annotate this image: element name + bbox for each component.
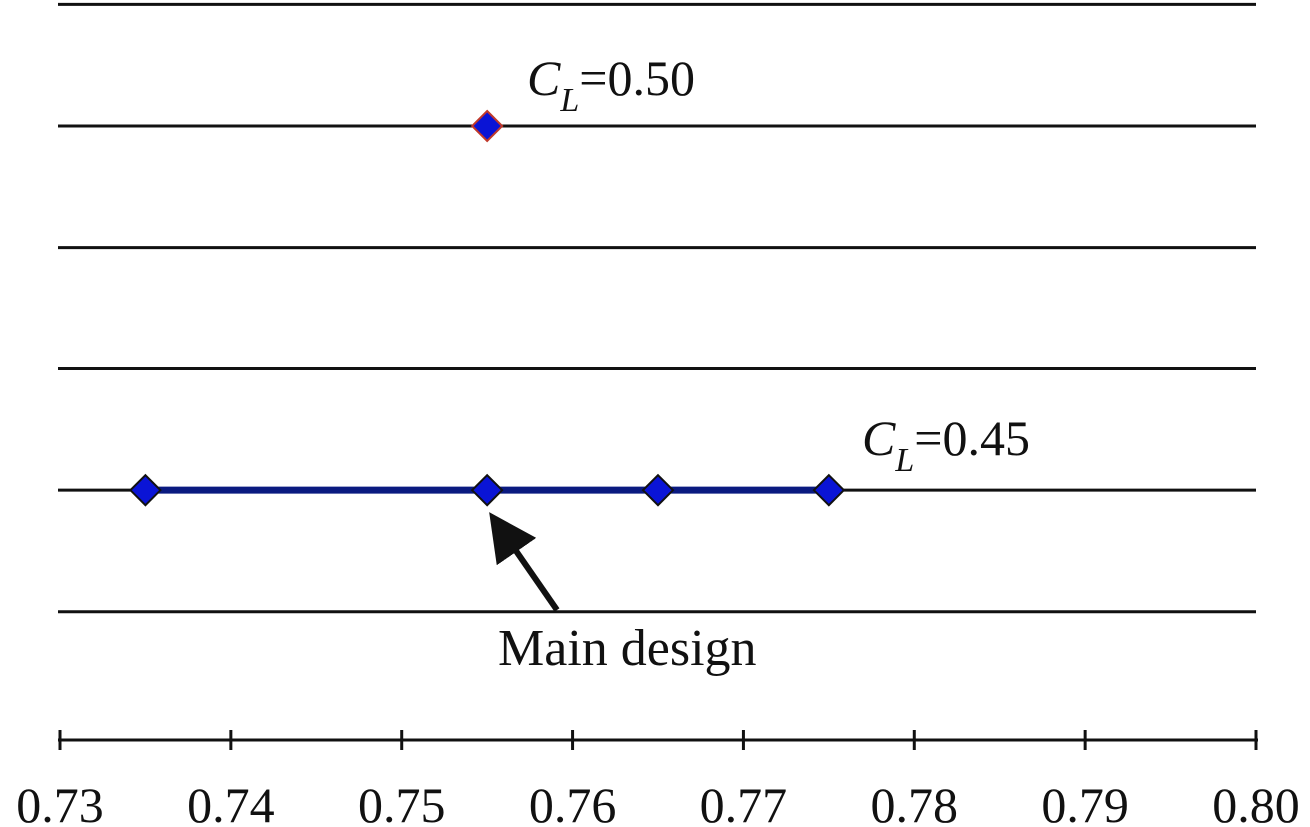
annotation: Main design	[498, 620, 757, 677]
x-tick-label: 0.80	[1212, 777, 1300, 827]
x-tick-label: 0.74	[187, 777, 275, 827]
x-tick-label: 0.75	[358, 777, 446, 827]
x-tick-label: 0.78	[871, 777, 959, 827]
annotation: CL=0.45	[862, 410, 1030, 479]
marker	[812, 473, 846, 507]
x-tick-label: 0.76	[529, 777, 617, 827]
x-ticks: 0.73 0.74 0.75 0.76 0.77 0.78 0.79 0.80	[16, 730, 1300, 827]
x-tick-label: 0.79	[1041, 777, 1129, 827]
marker	[641, 473, 675, 507]
marker	[470, 109, 504, 143]
marker	[470, 473, 504, 507]
annotation: CL=0.50	[527, 50, 695, 119]
marker	[129, 473, 162, 507]
plot	[129, 109, 846, 507]
x-tick-label: 0.73	[16, 777, 104, 827]
x-tick-label: 0.77	[700, 777, 788, 827]
arrow	[489, 512, 560, 612]
